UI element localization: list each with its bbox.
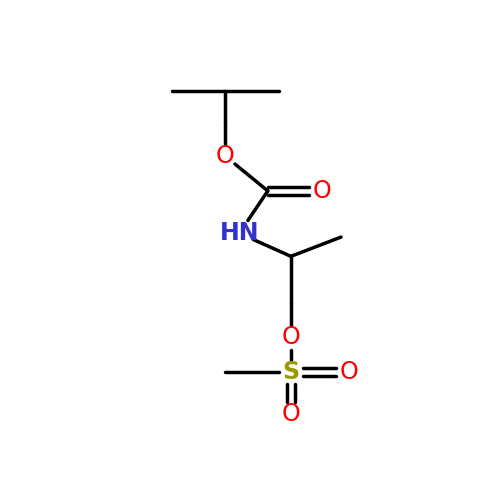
Text: O: O bbox=[282, 325, 300, 349]
Text: O: O bbox=[340, 360, 358, 384]
Text: O: O bbox=[282, 402, 300, 426]
Text: S: S bbox=[282, 360, 300, 384]
Text: HN: HN bbox=[220, 221, 259, 245]
Text: O: O bbox=[312, 179, 331, 203]
Text: O: O bbox=[216, 144, 235, 168]
